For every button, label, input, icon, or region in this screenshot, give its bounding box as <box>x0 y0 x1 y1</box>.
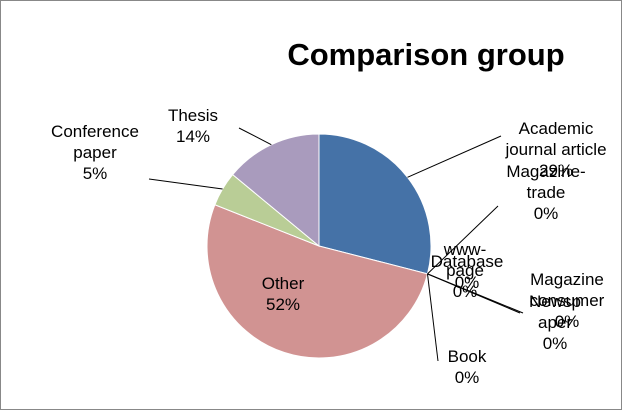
leader-line <box>407 135 502 178</box>
percent-label: 0% <box>454 368 480 387</box>
percent-label: 5% <box>82 164 108 183</box>
leader-line <box>427 273 521 314</box>
data-label: www-page 0% <box>434 239 496 302</box>
percent-label: 14% <box>175 127 211 146</box>
data-label: Magazine consumer 0% <box>521 269 613 332</box>
category-label: Book <box>447 347 487 366</box>
category-label: Magazine-trade <box>506 162 586 202</box>
pie-slice <box>231 133 320 248</box>
leader-line <box>148 178 223 190</box>
category-label: Other <box>261 274 305 293</box>
percent-label: 0% <box>454 273 480 292</box>
data-label: Conference paper 5% <box>39 121 151 184</box>
percent-label: 0% <box>542 334 568 353</box>
data-label: Newspaper 0% <box>528 291 582 354</box>
leader-line <box>238 127 272 146</box>
data-label: Other 52% <box>233 273 333 315</box>
pie-slice <box>318 133 432 275</box>
percent-label: 52% <box>265 295 301 314</box>
category-label: Academic journal article <box>505 119 607 159</box>
leader-line <box>426 273 439 362</box>
percent-label: 0% <box>452 282 478 301</box>
category-label: www-page <box>443 240 487 280</box>
data-label: Magazine-trade 0% <box>491 161 601 224</box>
data-label: Book 0% <box>437 346 497 388</box>
category-label: Database <box>430 252 504 271</box>
category-label: Thesis <box>167 106 219 125</box>
percent-label: 0% <box>554 312 580 331</box>
percent-label: 0% <box>533 204 559 223</box>
chart-title: Comparison group <box>287 37 565 72</box>
data-label: Database 0% <box>429 251 505 293</box>
leader-line <box>427 205 499 275</box>
category-label: Newspaper <box>529 292 581 332</box>
percent-label: 29% <box>538 161 574 180</box>
category-label: Conference paper <box>51 122 139 162</box>
pie-slice <box>206 204 429 359</box>
category-label: Magazine consumer <box>529 270 605 310</box>
data-label: Thesis 14% <box>151 105 235 147</box>
data-label: Academic journal article 29% <box>501 118 611 181</box>
